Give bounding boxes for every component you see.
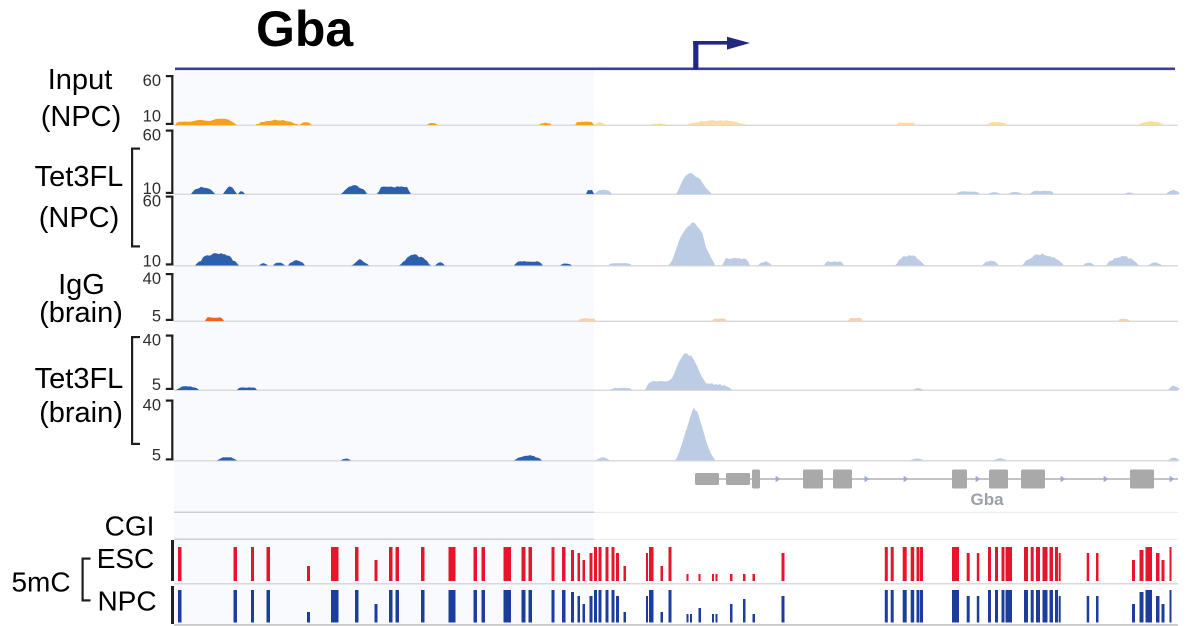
svg-text:60: 60: [143, 72, 161, 90]
svg-text:NPC: NPC: [97, 586, 156, 617]
svg-text:60: 60: [143, 193, 161, 211]
svg-text:ESC: ESC: [97, 543, 155, 574]
svg-text:5: 5: [152, 308, 161, 326]
svg-text:(NPC): (NPC): [41, 101, 122, 133]
svg-text:5: 5: [152, 447, 161, 465]
svg-text:10: 10: [143, 253, 161, 271]
svg-text:(brain): (brain): [39, 397, 123, 429]
svg-text:(NPC): (NPC): [39, 202, 120, 234]
svg-text:Input: Input: [48, 64, 113, 96]
svg-text:5: 5: [152, 376, 161, 394]
svg-text:40: 40: [143, 397, 161, 415]
svg-text:Tet3FL: Tet3FL: [35, 363, 124, 395]
svg-text:Gba: Gba: [970, 490, 1004, 509]
svg-text:(brain): (brain): [39, 297, 123, 329]
svg-text:Tet3FL: Tet3FL: [35, 161, 124, 193]
svg-text:5mC: 5mC: [11, 567, 70, 598]
svg-text:CGI: CGI: [105, 511, 155, 542]
svg-text:10: 10: [143, 180, 161, 198]
svg-text:10: 10: [143, 108, 161, 126]
svg-text:Gba: Gba: [256, 1, 354, 57]
svg-text:40: 40: [143, 332, 161, 350]
svg-text:IgG: IgG: [58, 269, 105, 301]
svg-text:60: 60: [143, 127, 161, 145]
svg-text:40: 40: [143, 270, 161, 288]
